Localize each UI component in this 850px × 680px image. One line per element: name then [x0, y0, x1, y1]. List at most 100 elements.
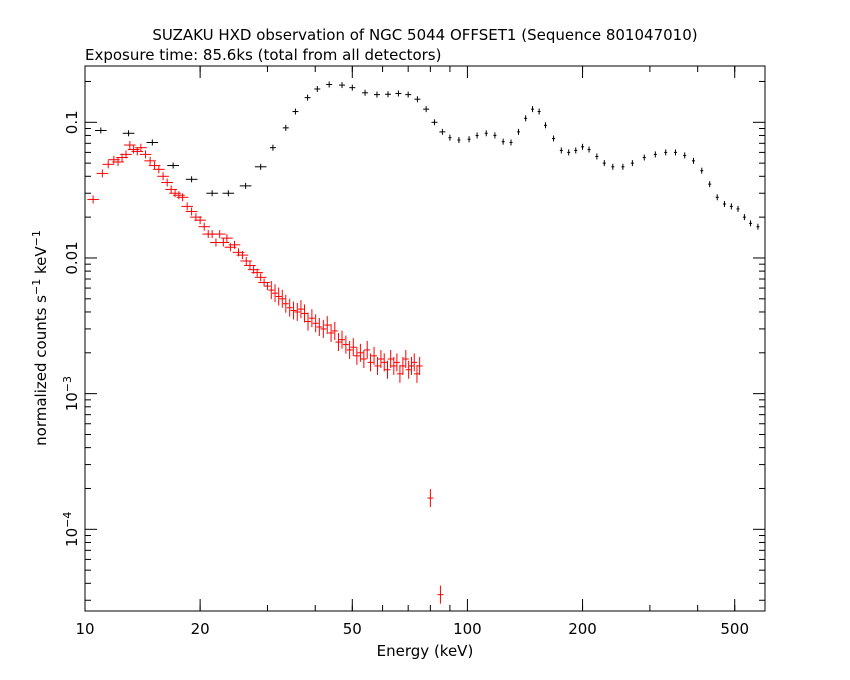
data-point	[320, 319, 327, 338]
y-tick-label: 10−3	[61, 376, 81, 411]
data-point	[292, 108, 299, 115]
data-point	[213, 230, 226, 239]
data-point	[294, 302, 301, 321]
data-point	[756, 223, 760, 230]
y-axis-label: normalized counts s−1 keV−1	[30, 230, 50, 446]
data-point	[595, 153, 599, 160]
data-point	[87, 195, 99, 204]
data-point	[611, 163, 615, 170]
data-point	[729, 203, 733, 210]
data-point	[221, 234, 233, 243]
y-axis-label-text: normalized counts s	[32, 295, 50, 446]
data-point	[531, 106, 535, 113]
data-point	[290, 301, 297, 320]
data-point	[124, 141, 136, 150]
data-point	[331, 321, 338, 340]
minor-ticks	[85, 66, 766, 611]
data-point	[653, 151, 657, 158]
data-point	[559, 147, 563, 154]
x-axis-ticks: 10 20 50 100 200 500	[75, 66, 749, 638]
plot-frame	[84, 65, 766, 612]
data-point	[239, 182, 252, 189]
data-point	[427, 489, 434, 508]
data-point	[552, 135, 556, 142]
data-point	[416, 356, 423, 375]
data-point	[304, 94, 311, 101]
data-point	[509, 139, 513, 146]
data-point	[144, 156, 156, 165]
data-point	[413, 364, 420, 383]
data-point	[431, 119, 438, 126]
data-point	[305, 312, 312, 331]
data-point	[268, 281, 275, 300]
data-point	[722, 200, 726, 207]
data-point	[543, 122, 547, 129]
y-axis-label-exp1: −1	[30, 279, 43, 295]
data-point	[206, 190, 218, 197]
data-point	[349, 84, 356, 91]
y-tick-label: 0.01	[63, 241, 81, 274]
data-point	[700, 167, 704, 174]
data-point	[715, 194, 719, 201]
data-point	[314, 85, 321, 92]
data-point	[377, 350, 384, 369]
data-point	[251, 268, 263, 277]
data-point	[324, 316, 331, 335]
data-point	[414, 96, 421, 103]
data-point	[387, 350, 394, 369]
data-point	[439, 128, 446, 135]
data-point	[642, 154, 646, 161]
data-point	[448, 134, 452, 141]
data-point	[742, 214, 746, 221]
data-point	[630, 160, 634, 167]
data-point	[275, 287, 282, 306]
data-point	[297, 300, 304, 319]
x-tick-label: 20	[191, 620, 210, 638]
data-point	[501, 138, 505, 145]
data-point	[373, 91, 380, 98]
data-point	[96, 169, 109, 178]
data-point	[198, 222, 211, 231]
data-point	[236, 251, 249, 260]
y-axis-label-unit: keV	[32, 246, 50, 279]
x-tick-label: 10	[75, 620, 94, 638]
data-point	[691, 157, 695, 164]
data-point	[316, 317, 323, 336]
data-point	[390, 356, 397, 375]
series-1	[87, 141, 444, 604]
data-point	[264, 282, 271, 291]
series-0	[95, 81, 760, 230]
x-tick-label: 50	[343, 620, 362, 638]
data-point	[339, 82, 346, 89]
data-point	[254, 273, 267, 282]
data-point	[673, 149, 677, 156]
data-point	[350, 338, 357, 357]
data-point	[120, 150, 132, 159]
data-point	[362, 89, 369, 96]
data-point	[574, 147, 578, 154]
data-point	[683, 152, 687, 159]
data-point	[405, 91, 412, 98]
data-point	[279, 289, 286, 308]
data-point	[516, 128, 520, 135]
data-point	[328, 323, 335, 342]
data-point	[326, 81, 333, 88]
y-tick-label: 0.1	[63, 110, 81, 134]
data-point	[364, 340, 371, 359]
data-point	[437, 585, 444, 604]
data-point	[146, 139, 159, 146]
data-point	[602, 160, 606, 167]
data-point	[385, 91, 392, 98]
data-point	[139, 150, 152, 159]
data-point	[357, 343, 364, 362]
data-point	[185, 176, 198, 183]
data-point	[153, 165, 165, 174]
y-axis-ticks: 10−4 10−3 0.01 0.1	[61, 110, 765, 547]
data-point	[335, 333, 342, 352]
data-point	[475, 132, 479, 139]
data-point	[399, 356, 406, 375]
data-point	[112, 157, 124, 166]
data-point	[396, 364, 403, 383]
data-point	[457, 137, 461, 144]
